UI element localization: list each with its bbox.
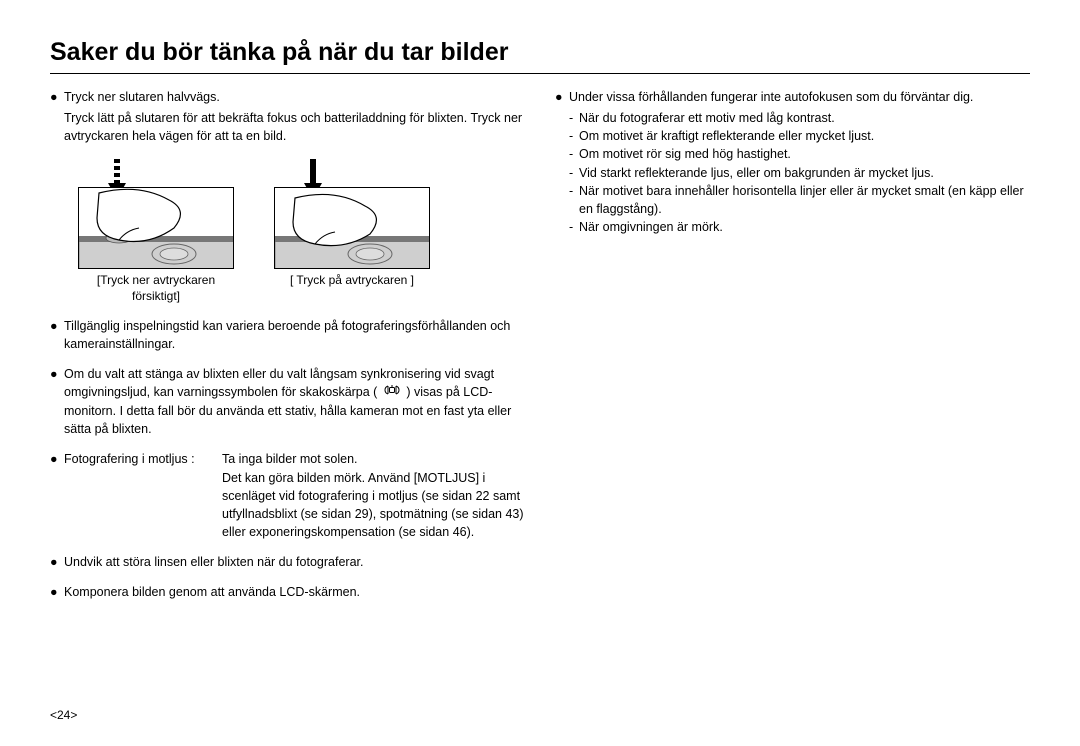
r-dash-1-text: När du fotograferar ett motiv med låg ko…: [579, 109, 1030, 127]
bullet-1: ● Tryck ner slutaren halvvägs.: [50, 88, 525, 106]
r-dash-4-text: Vid starkt reflekterande ljus, eller om …: [579, 164, 1030, 182]
figure-1-caption: [Tryck ner avtryckaren försiktigt]: [78, 273, 234, 304]
r-dash-6: -När omgivningen är mörk.: [569, 218, 1030, 236]
bullet-1-sub: Tryck lätt på slutaren för att bekräfta …: [64, 109, 525, 145]
bullet-dot: ●: [50, 553, 64, 571]
left-column: ● Tryck ner slutaren halvvägs. Tryck lät…: [50, 88, 525, 604]
camera-illustration-1: [78, 187, 234, 269]
bullet-4-row: Fotografering i motljus : Ta inga bilder…: [64, 450, 525, 541]
shake-warning-icon: [383, 383, 401, 402]
bullet-2: ● Tillgänglig inspelningstid kan variera…: [50, 317, 525, 353]
r-dash-3-text: Om motivet rör sig med hög hastighet.: [579, 145, 1030, 163]
r-dash-4: -Vid starkt reflekterande ljus, eller om…: [569, 164, 1030, 182]
figure-1: [Tryck ner avtryckaren försiktigt]: [78, 159, 234, 304]
figure-2: [ Tryck på avtryckaren ]: [274, 159, 430, 304]
bullet-6: ● Komponera bilden genom att använda LCD…: [50, 583, 525, 601]
r-dash-2-text: Om motivet är kraftigt reflekterande ell…: [579, 127, 1030, 145]
r-dash-5-text: När motivet bara innehåller horisontella…: [579, 182, 1030, 218]
bullet-4: ● Fotografering i motljus : Ta inga bild…: [50, 450, 525, 541]
bullet-dot: ●: [50, 365, 64, 439]
bullet-5: ● Undvik att störa linsen eller blixten …: [50, 553, 525, 571]
r-dash-1: -När du fotograferar ett motiv med låg k…: [569, 109, 1030, 127]
figure-2-caption: [ Tryck på avtryckaren ]: [290, 273, 414, 289]
r-dash-6-text: När omgivningen är mörk.: [579, 218, 1030, 236]
content-columns: ● Tryck ner slutaren halvvägs. Tryck lät…: [50, 88, 1030, 604]
bullet-4-body: Ta inga bilder mot solen. Det kan göra b…: [222, 450, 525, 541]
bullet-1-text: Tryck ner slutaren halvvägs.: [64, 88, 525, 106]
bullet-3-text: Om du valt att stänga av blixten eller d…: [64, 365, 525, 439]
bullet-5-text: Undvik att störa linsen eller blixten nä…: [64, 553, 525, 571]
r-bullet-1-text: Under vissa förhållanden fungerar inte a…: [569, 88, 1030, 106]
r-bullet-1: ● Under vissa förhållanden fungerar inte…: [555, 88, 1030, 106]
r-dash-2: -Om motivet är kraftigt reflekterande el…: [569, 127, 1030, 145]
page-number: <24>: [50, 708, 77, 722]
bullet-dot: ●: [50, 88, 64, 106]
figures-row: [Tryck ner avtryckaren försiktigt]: [78, 159, 525, 304]
bullet-6-text: Komponera bilden genom att använda LCD-s…: [64, 583, 525, 601]
bullet-4-label: Fotografering i motljus :: [64, 450, 222, 541]
bullet-dot: ●: [50, 583, 64, 601]
page-title: Saker du bör tänka på när du tar bilder: [50, 38, 1030, 74]
r-dash-5: -När motivet bara innehåller horisontell…: [569, 182, 1030, 218]
bullet-dot: ●: [50, 450, 64, 541]
camera-illustration-2: [274, 187, 430, 269]
bullet-2-text: Tillgänglig inspelningstid kan variera b…: [64, 317, 525, 353]
r-dash-3: -Om motivet rör sig med hög hastighet.: [569, 145, 1030, 163]
bullet-dot: ●: [555, 88, 569, 106]
right-column: ● Under vissa förhållanden fungerar inte…: [555, 88, 1030, 604]
bullet-dot: ●: [50, 317, 64, 353]
bullet-3: ● Om du valt att stänga av blixten eller…: [50, 365, 525, 439]
